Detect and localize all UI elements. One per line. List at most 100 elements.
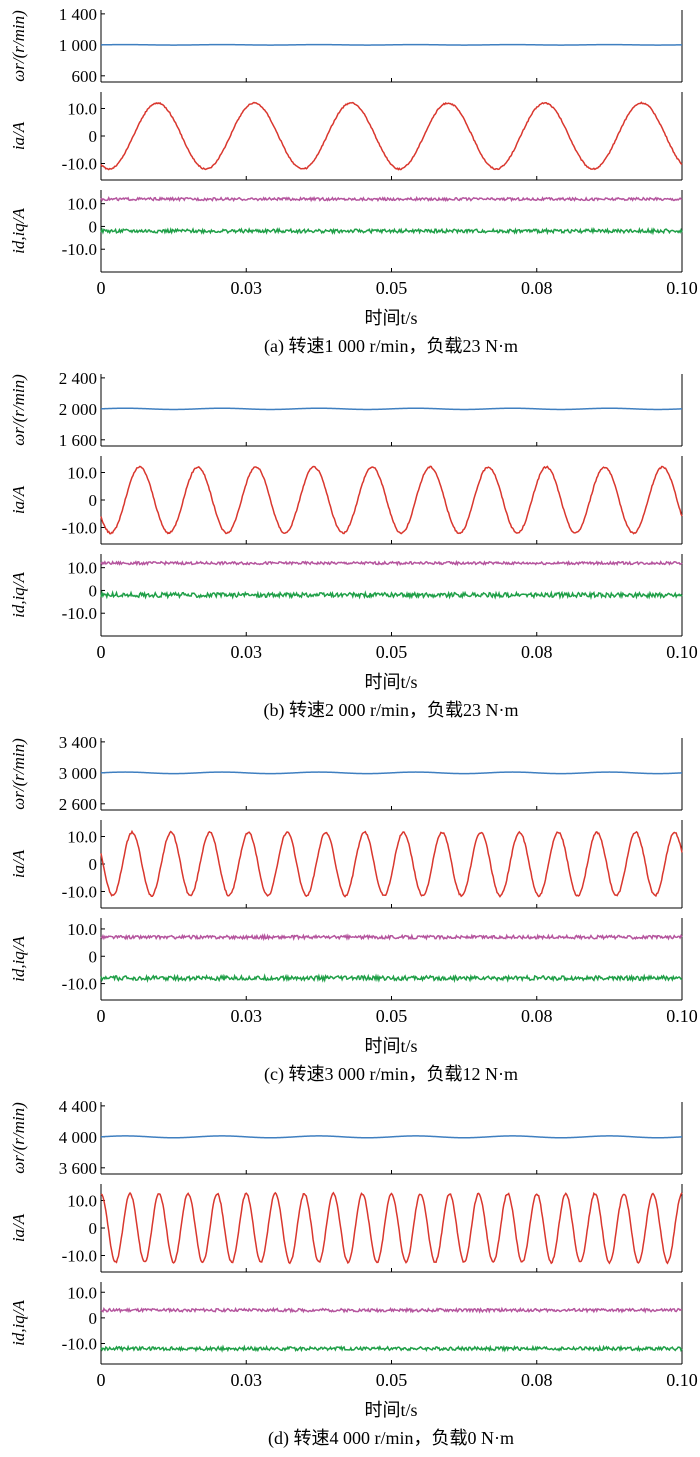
y-tick-label: 2 000 [59,400,97,419]
y-axis-label: ia/A [9,121,28,150]
y-tick-label: 0 [89,1219,98,1238]
y-tick-label: 10.0 [67,1283,97,1302]
y-axis-label: ia/A [9,485,28,514]
y-tick-label: 2 400 [59,369,97,388]
x-tick-label: 0.10 [666,1006,698,1026]
panel-dq: 10.0 0 -10.0 id,iq/A [9,1282,683,1365]
x-tick-label: 0.05 [376,1370,408,1390]
y-tick-label: -10.0 [62,604,97,623]
y-tick-label: 4 400 [59,1097,97,1116]
y-tick-label: 10.0 [67,1192,97,1211]
y-tick-label: 3 000 [59,764,97,783]
y-tick-label: 10.0 [67,195,97,214]
series-line-speed [100,771,683,775]
x-tick-label: 0.10 [666,642,698,662]
series-line-ia [100,829,683,898]
panel-ia: 10.0 0 -10.0 ia/A [9,456,683,545]
y-axis-label: ωr/(r/min) [9,10,28,82]
x-tick-label: 0.10 [666,1370,698,1390]
series-line-id [100,1344,683,1353]
x-tick-label: 0.10 [666,278,698,298]
series-line-ia [100,1191,683,1265]
y-tick-label: 4 000 [59,1128,97,1147]
x-tick-label: 0 [97,1370,106,1390]
y-tick-label: -10.0 [62,975,97,994]
panel-speed: 1 400 1 000 600 ωr/(r/min) [9,5,683,86]
x-tick-label: 0.08 [521,642,553,662]
panel-dq: 10.0 0 -10.0 id,iq/A [9,554,683,637]
y-tick-label: 10.0 [67,920,97,939]
y-axis-label: id,iq/A [9,935,28,981]
x-tick-label: 0.03 [231,1006,263,1026]
x-axis-label: 时间t/s [364,308,417,328]
y-tick-label: -10.0 [62,1335,97,1354]
series-line-id [100,589,683,601]
y-tick-label: -10.0 [62,883,97,902]
y-tick-label: 10.0 [67,828,97,847]
x-tick-label: 0 [97,1006,106,1026]
y-tick-label: 0 [89,217,98,236]
y-axis-label: ωr/(r/min) [9,374,28,446]
y-tick-label: -10.0 [62,519,97,538]
y-axis-label: ωr/(r/min) [9,738,28,810]
figure-caption: (b) 转速2 000 r/min，负载23 N·m [264,700,519,721]
panel-dq: 10.0 0 -10.0 id,iq/A [9,918,683,1001]
panel-speed: 4 400 4 000 3 600 ωr/(r/min) [9,1097,683,1178]
y-tick-label: 10.0 [67,464,97,483]
y-tick-label: 1 000 [59,36,97,55]
y-tick-label: 0 [89,855,98,874]
y-tick-label: 3 400 [59,733,97,752]
y-axis-label: ωr/(r/min) [9,1102,28,1174]
series-line-speed [100,407,683,411]
figure-caption: (c) 转速3 000 r/min，负载12 N·m [264,1064,518,1085]
y-axis-label: ia/A [9,1213,28,1242]
y-tick-label: 600 [72,67,98,86]
figure-caption: (a) 转速1 000 r/min，负载23 N·m [264,336,518,357]
series-line-speed [100,1135,683,1139]
y-tick-label: -10.0 [62,155,97,174]
panel-ia: 10.0 0 -10.0 ia/A [9,820,683,909]
x-tick-label: 0.03 [231,1370,263,1390]
y-tick-label: 0 [89,947,98,966]
y-axis-label: id,iq/A [9,571,28,617]
series-line-ia [100,101,683,171]
figure-caption: (d) 转速4 000 r/min，负载0 N·m [268,1428,514,1449]
x-tick-label: 0.08 [521,278,553,298]
y-tick-label: 3 600 [59,1159,97,1178]
y-tick-label: 0 [89,127,98,146]
series-line-iq [100,933,683,942]
x-tick-label: 0 [97,278,106,298]
series-line-id [100,973,683,984]
y-tick-label: 1 400 [59,5,97,24]
y-tick-label: 0 [89,1309,98,1328]
panel-speed: 3 400 3 000 2 600 ωr/(r/min) [9,733,683,814]
x-tick-label: 0.05 [376,1006,408,1026]
y-axis-label: ia/A [9,849,28,878]
x-tick-label: 0.08 [521,1006,553,1026]
y-tick-label: 2 600 [59,795,97,814]
y-axis-label: id,iq/A [9,207,28,253]
y-tick-label: 10.0 [67,100,97,119]
y-tick-label: 1 600 [59,431,97,450]
x-tick-label: 0.03 [231,278,263,298]
x-axis-label: 时间t/s [364,1400,417,1420]
panel-ia: 10.0 0 -10.0 ia/A [9,1184,683,1273]
x-axis-label: 时间t/s [364,672,417,692]
y-tick-label: 0 [89,491,98,510]
x-tick-label: 0.05 [376,642,408,662]
y-tick-label: -10.0 [62,1247,97,1266]
panel-speed: 2 400 2 000 1 600 ωr/(r/min) [9,369,683,450]
x-axis-label: 时间t/s [364,1036,417,1056]
series-line-id [100,226,683,236]
series-line-iq [100,559,683,567]
x-tick-label: 0.08 [521,1370,553,1390]
y-axis-label: id,iq/A [9,1299,28,1345]
y-tick-label: -10.0 [62,240,97,259]
x-tick-label: 0 [97,642,106,662]
x-tick-label: 0.03 [231,642,263,662]
panel-dq: 10.0 0 -10.0 id,iq/A [9,190,683,273]
x-tick-label: 0.05 [376,278,408,298]
